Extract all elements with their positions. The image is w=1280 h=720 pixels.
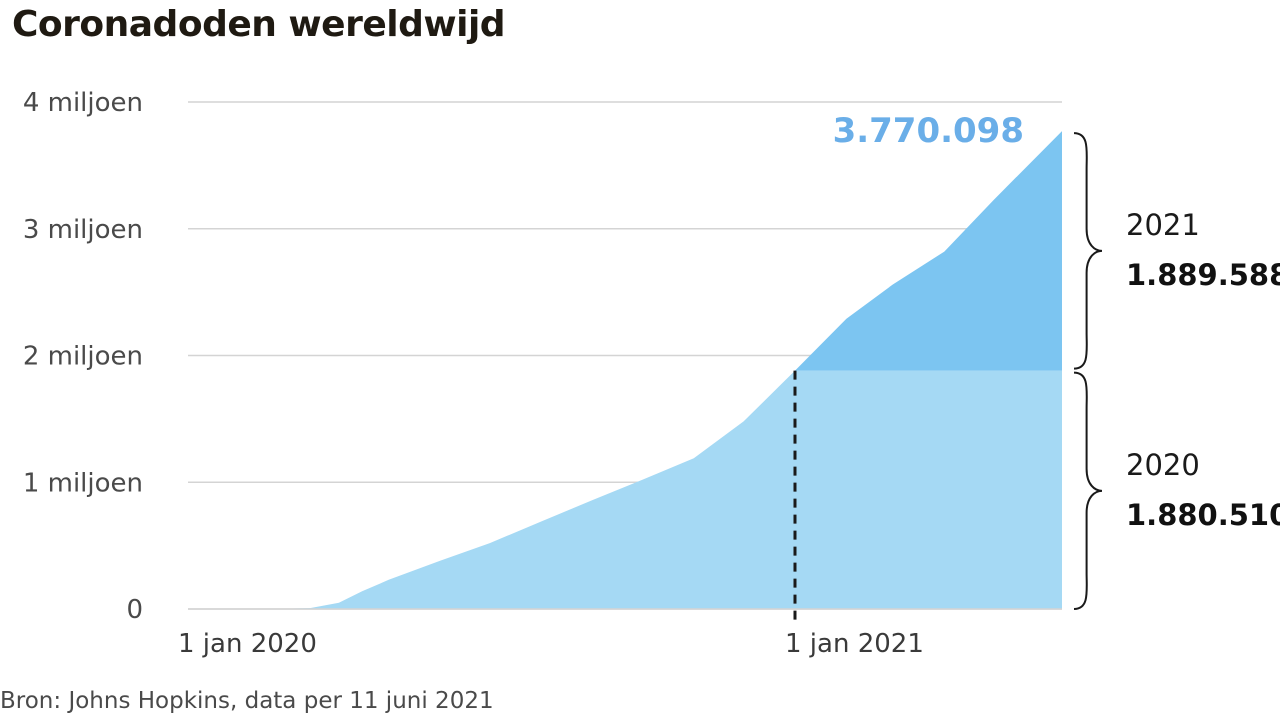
- brace-2020: [1073, 371, 1103, 610]
- x-axis-ticks: 1 jan 2020 1 jan 2021: [178, 629, 924, 659]
- y-tick-label: 1 miljoen: [23, 468, 143, 498]
- total-value-label: 3.770.098: [833, 111, 1024, 151]
- area-2020: [188, 370, 1062, 609]
- segment-value-2020: 1.880.510: [1126, 498, 1280, 532]
- source-note: Bron: Johns Hopkins, data per 11 juni 20…: [0, 688, 494, 714]
- y-tick-label: 0: [126, 595, 143, 625]
- y-tick-label: 4 miljoen: [23, 88, 143, 118]
- segment-label-2020: 2020: [1126, 448, 1200, 482]
- segment-label-2021: 2021: [1126, 208, 1200, 242]
- x-tick-label: 1 jan 2020: [178, 629, 317, 659]
- area-2021: [795, 131, 1062, 371]
- area-series: [188, 131, 1062, 621]
- segment-value-2021: 1.889.588: [1126, 258, 1280, 292]
- x-tick-label: 1 jan 2021: [785, 629, 924, 659]
- brace-2021: [1073, 132, 1103, 370]
- annotations: 3.770.098 2021 1.889.588 2020 1.880.510: [833, 111, 1280, 610]
- chart-title: Coronadoden wereldwijd: [12, 4, 506, 45]
- y-tick-label: 2 miljoen: [23, 342, 143, 372]
- y-tick-label: 3 miljoen: [23, 215, 143, 245]
- y-axis-ticks: 0 1 miljoen 2 miljoen 3 miljoen 4 miljoen: [23, 88, 143, 625]
